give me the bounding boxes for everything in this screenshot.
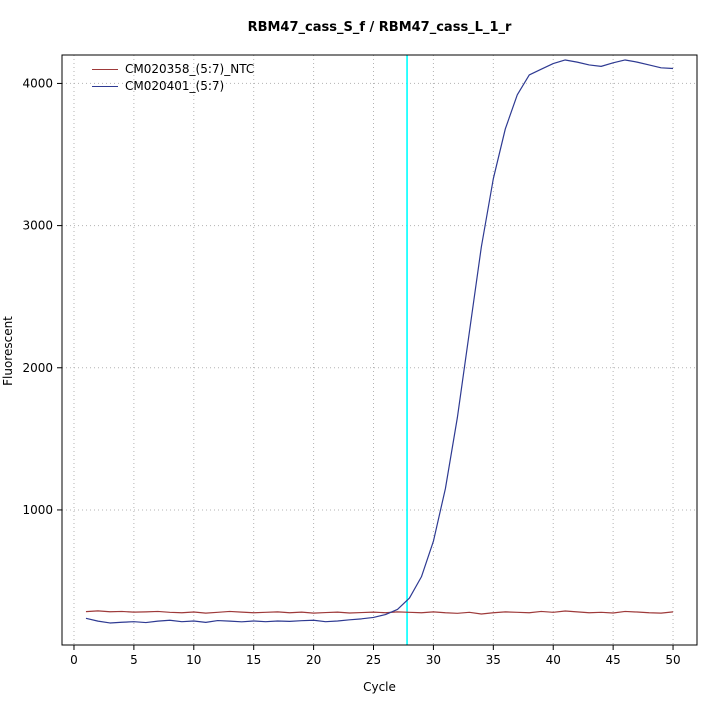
legend-line-swatch-ntc	[92, 68, 118, 70]
chart-title: RBM47_cass_S_f / RBM47_cass_L_1_r	[247, 20, 512, 35]
legend: CM020358_(5:7)_NTC CM020401_(5:7)	[92, 62, 254, 93]
legend-label-ntc: CM020358_(5:7)_NTC	[125, 62, 255, 76]
legend-item-ntc: CM020358_(5:7)_NTC	[92, 62, 254, 76]
x-tick-label: 5	[130, 653, 138, 667]
x-tick-label: 50	[665, 653, 680, 667]
legend-line-swatch-sample	[92, 85, 118, 87]
x-axis-label: Cycle	[363, 680, 396, 694]
series-line-0	[85, 610, 674, 615]
x-tick-label: 30	[426, 653, 441, 667]
x-tick-label: 0	[70, 653, 78, 667]
series-line-1	[85, 59, 674, 624]
x-tick-label: 25	[366, 653, 381, 667]
x-tick-label: 15	[246, 653, 261, 667]
y-tick-label: 1000	[22, 503, 53, 517]
y-tick-label: 4000	[22, 76, 53, 90]
y-tick-label: 3000	[22, 219, 53, 233]
x-tick-label: 20	[306, 653, 321, 667]
y-axis-label: Fluorescent	[1, 316, 15, 386]
legend-label-sample: CM020401_(5:7)	[125, 79, 225, 93]
x-tick-label: 35	[486, 653, 501, 667]
plot-border	[61, 54, 698, 646]
legend-item-sample: CM020401_(5:7)	[92, 79, 254, 93]
y-tick-label: 2000	[22, 361, 53, 375]
x-tick-label: 45	[605, 653, 620, 667]
x-tick-label: 10	[186, 653, 201, 667]
x-tick-label: 40	[546, 653, 561, 667]
